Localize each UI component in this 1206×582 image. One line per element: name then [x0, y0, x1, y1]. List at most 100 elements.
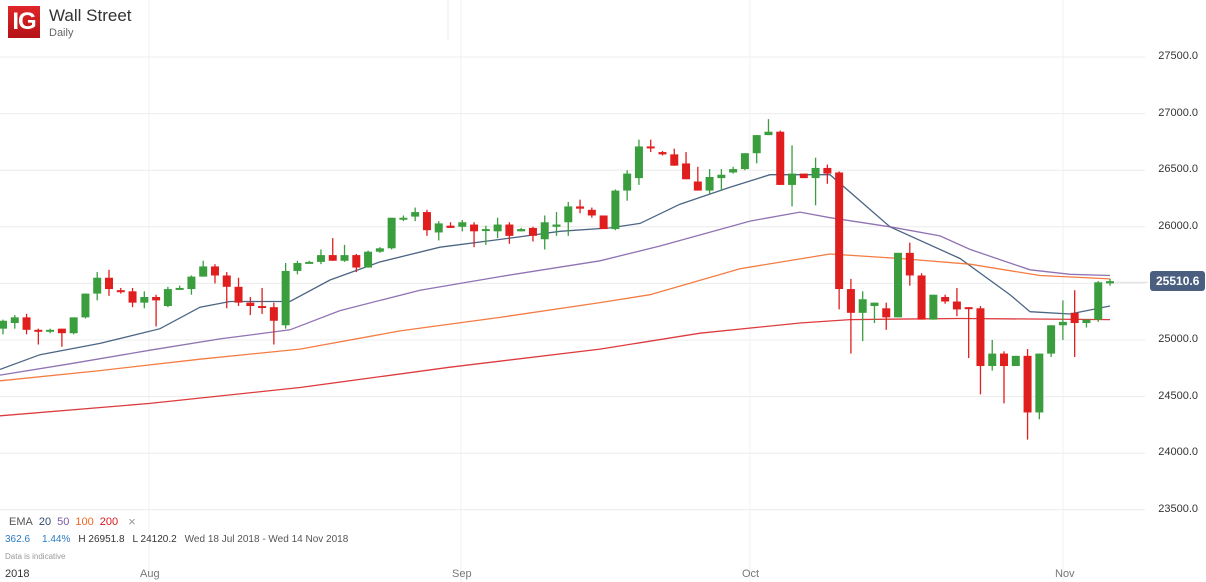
- x-tick-label: Sep: [452, 568, 472, 580]
- candle: [505, 224, 514, 236]
- candle: [799, 173, 808, 179]
- ema-line: [0, 317, 1111, 417]
- y-tick-label: 26000.0: [1158, 219, 1198, 232]
- candle: [952, 301, 961, 310]
- candle: [764, 131, 773, 136]
- y-tick-label: 24000.0: [1158, 446, 1198, 459]
- candle: [658, 152, 667, 155]
- candle: [10, 317, 19, 324]
- ema-line: [0, 253, 1111, 382]
- candle: [776, 131, 785, 185]
- candle: [870, 302, 879, 307]
- candle: [422, 212, 431, 231]
- candle: [434, 223, 443, 233]
- candle: [1047, 325, 1056, 354]
- candle: [152, 296, 161, 301]
- indicator-legend: EMA 20 50 100 200 ×: [9, 514, 136, 529]
- candle: [740, 153, 749, 170]
- candle: [599, 215, 608, 230]
- candle: [340, 255, 349, 261]
- candle: [364, 251, 373, 268]
- header: IG Wall Street Daily: [8, 6, 132, 40]
- ema-line: [0, 211, 1111, 376]
- candle: [305, 261, 314, 264]
- instrument-title: Wall Street: [49, 6, 132, 25]
- y-tick-label: 27000.0: [1158, 106, 1198, 119]
- candle: [823, 167, 832, 174]
- candle: [481, 229, 490, 232]
- y-tick-label: 27500.0: [1158, 50, 1198, 62]
- timeframe-label[interactable]: Daily: [49, 27, 74, 39]
- candle: [128, 291, 137, 303]
- candle: [552, 224, 561, 227]
- candle: [175, 287, 184, 290]
- y-tick-label: 23500.0: [1158, 502, 1198, 515]
- change-value: 362.6: [5, 534, 31, 545]
- candle: [1094, 282, 1103, 320]
- ema-label[interactable]: EMA: [9, 515, 33, 528]
- candle: [1035, 353, 1044, 413]
- candle: [576, 206, 585, 209]
- candle: [93, 277, 102, 294]
- candle: [811, 167, 820, 179]
- candle: [846, 289, 855, 313]
- candle: [104, 277, 113, 290]
- data-disclaimer: Data is indicative: [5, 552, 66, 561]
- candle: [528, 227, 537, 236]
- ema-50[interactable]: 50: [57, 515, 70, 528]
- candle: [917, 275, 926, 320]
- y-tick-label: 26500.0: [1158, 163, 1198, 176]
- candle: [116, 290, 125, 293]
- ema-200[interactable]: 200: [99, 515, 119, 528]
- candle: [210, 266, 219, 276]
- x-tick-label: Oct: [742, 568, 760, 580]
- candle: [446, 225, 455, 228]
- candle: [1070, 312, 1079, 324]
- candle: [387, 217, 396, 249]
- candle: [634, 146, 643, 179]
- x-tick-label: Nov: [1055, 568, 1075, 580]
- candle: [258, 306, 267, 309]
- candle: [246, 302, 255, 307]
- ig-logo: IG: [8, 6, 40, 38]
- x-tick-label: 2018: [5, 568, 30, 580]
- candle: [1011, 355, 1020, 367]
- candle: [375, 248, 384, 252]
- candle: [1082, 319, 1091, 324]
- ema-20[interactable]: 20: [38, 515, 52, 528]
- y-tick-label: 24500.0: [1158, 389, 1198, 402]
- candle: [458, 222, 467, 227]
- candle: [493, 224, 502, 232]
- ema-100[interactable]: 100: [75, 515, 94, 528]
- candle: [894, 252, 903, 318]
- candle: [729, 169, 738, 173]
- close-icon[interactable]: ×: [128, 514, 136, 529]
- candle: [905, 252, 914, 276]
- candle: [199, 266, 208, 277]
- candle: [57, 328, 66, 334]
- candle: [988, 353, 997, 367]
- candle: [646, 146, 655, 149]
- candle: [540, 222, 549, 240]
- candle: [81, 293, 90, 318]
- low-value: L 24120.2: [132, 534, 177, 545]
- x-tick-label: Aug: [140, 568, 160, 580]
- candle: [929, 294, 938, 320]
- candle: [187, 276, 196, 290]
- candle: [222, 275, 231, 287]
- candle: [234, 286, 243, 303]
- high-value: H 26951.8: [78, 534, 125, 545]
- candle: [1058, 321, 1067, 326]
- y-tick-label: 25000.0: [1158, 333, 1198, 345]
- candle: [399, 217, 408, 220]
- candle: [1023, 355, 1032, 413]
- candle: [69, 317, 78, 334]
- date-range: Wed 18 Jul 2018 - Wed 14 Nov 2018: [184, 534, 349, 545]
- price-stats: 362.6 1.44% H 26951.8 L 24120.2 Wed 18 J…: [5, 534, 348, 545]
- candle: [352, 255, 361, 268]
- candle: [964, 307, 973, 310]
- change-percent: 1.44%: [42, 534, 71, 545]
- candle: [611, 190, 620, 230]
- candle: [670, 154, 679, 166]
